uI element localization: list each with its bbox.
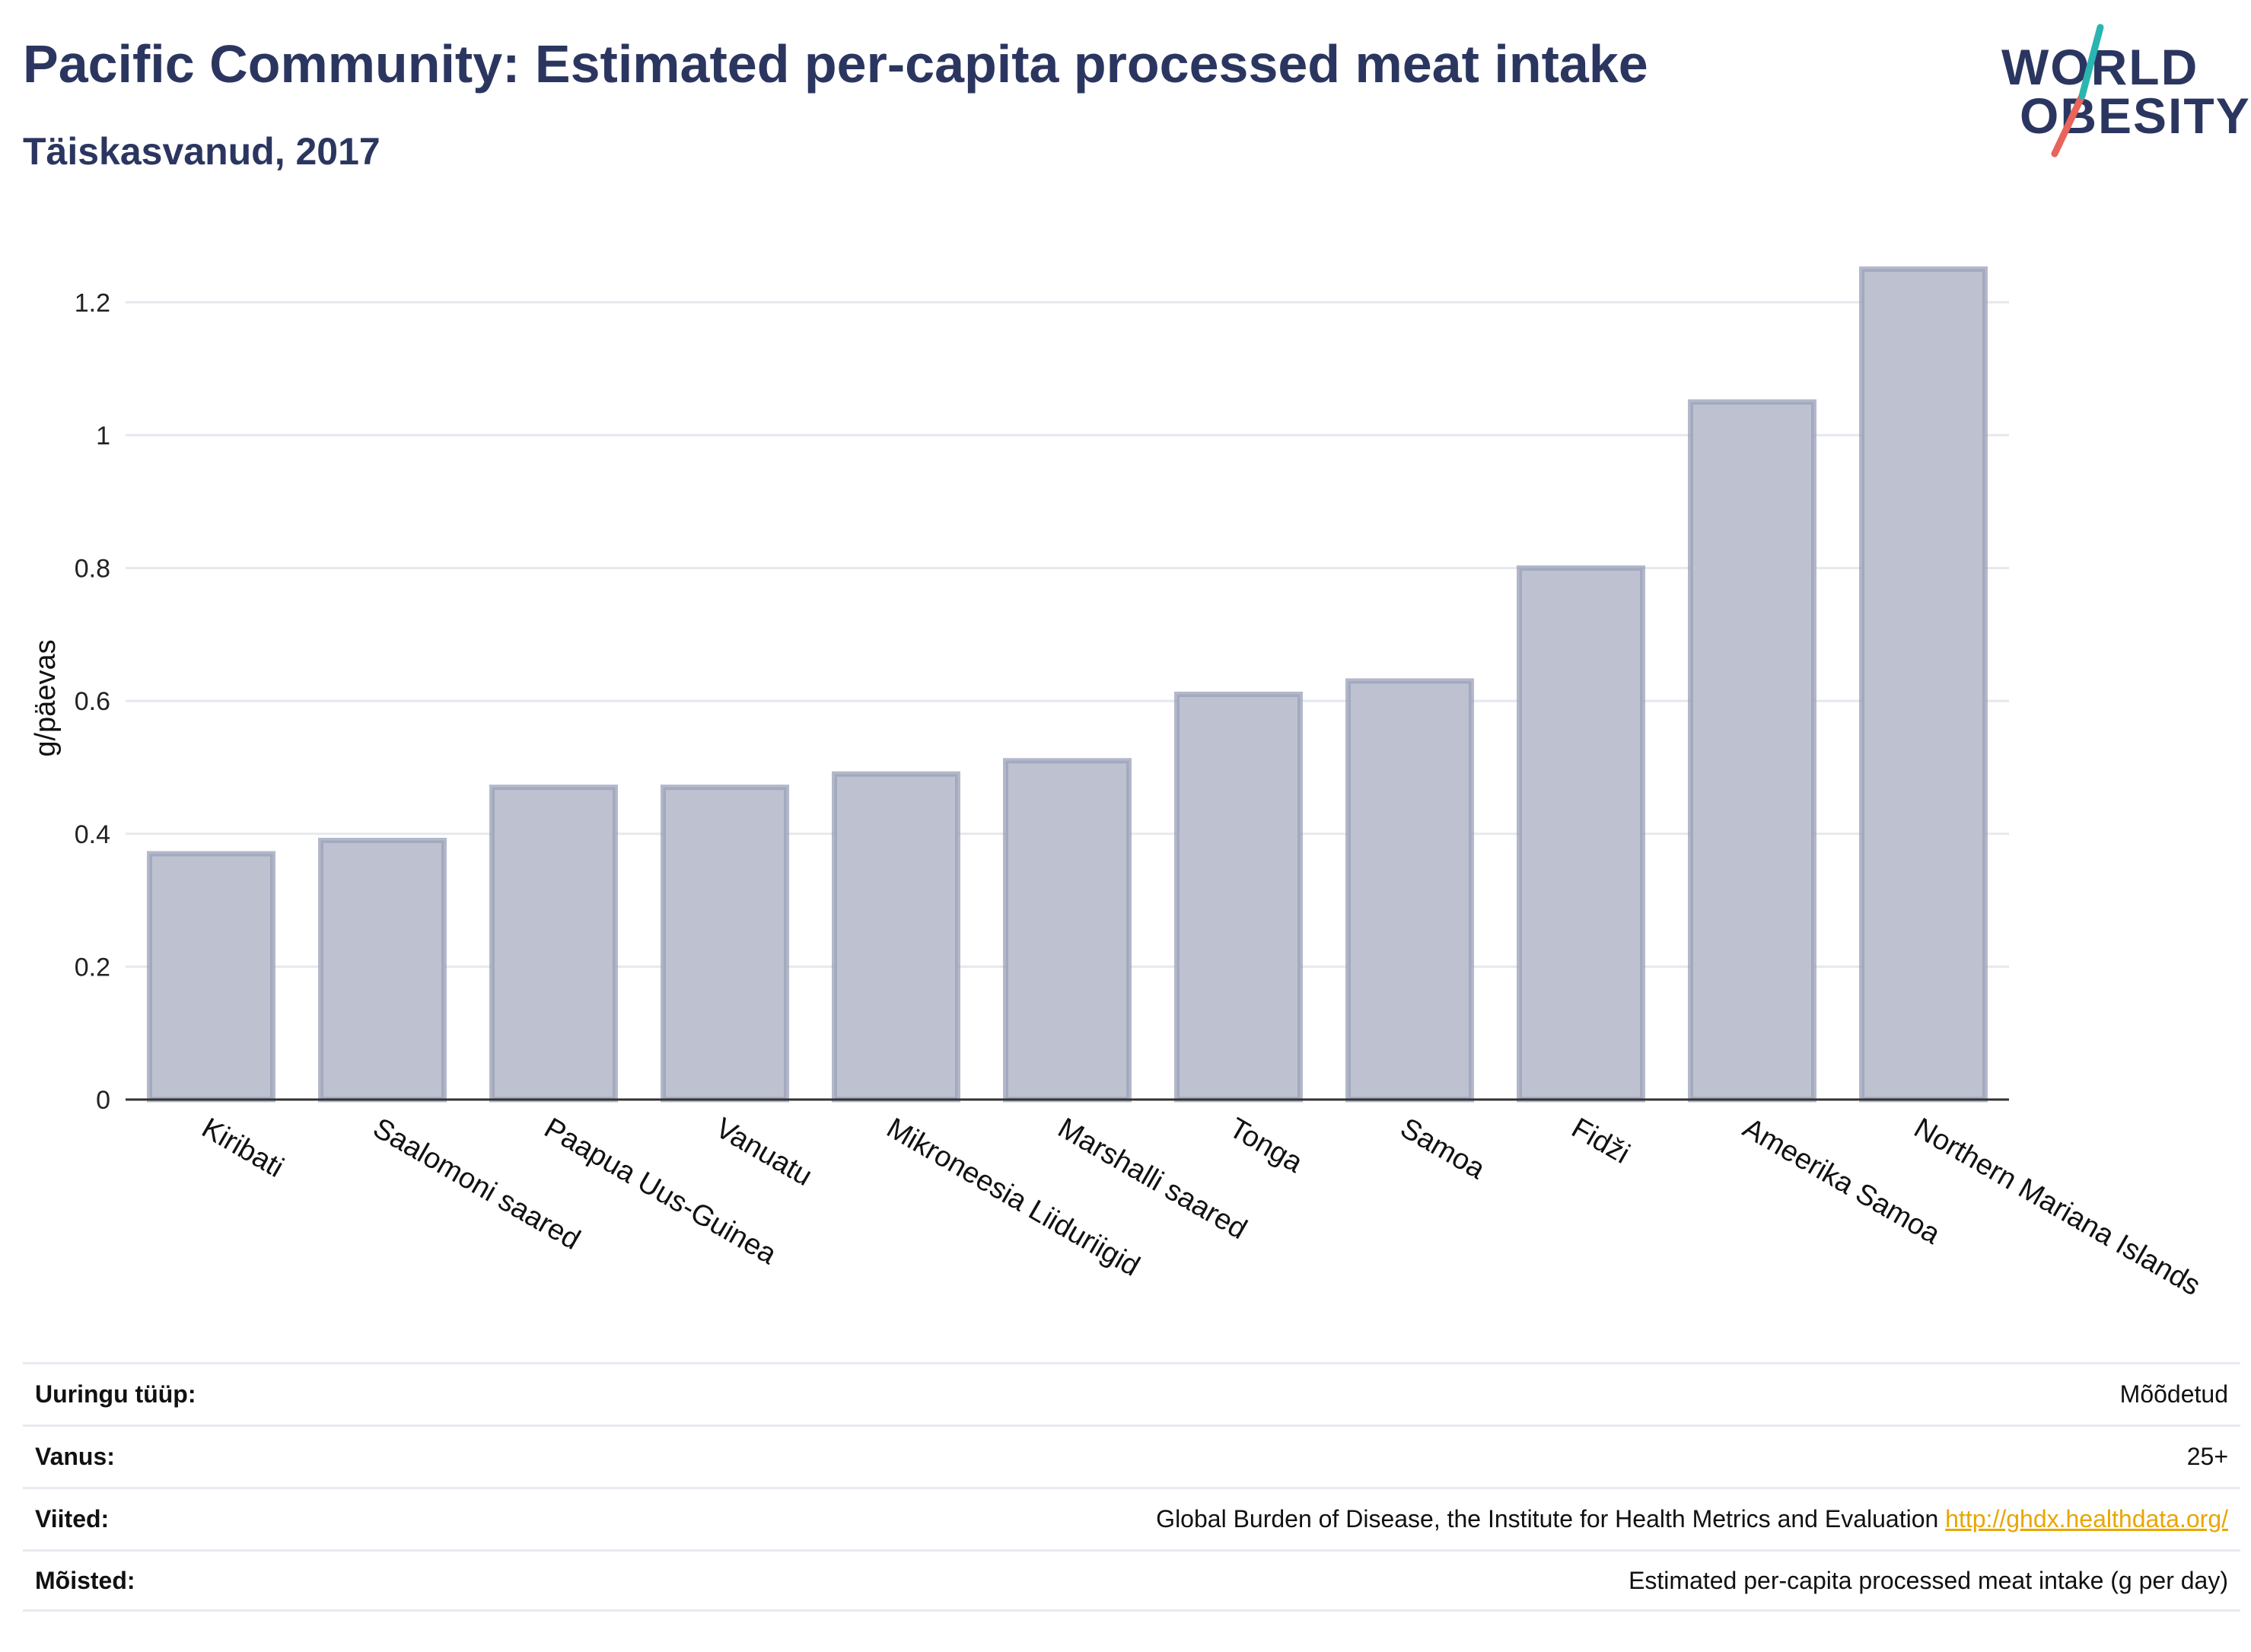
x-tick-label: Samoa <box>1395 1112 1491 1186</box>
y-tick-label: 0.6 <box>75 687 110 716</box>
logo-line-1: WORLD <box>2001 39 2199 95</box>
reference-link[interactable]: http://ghdx.healthdata.org/ <box>1945 1505 2228 1533</box>
bar <box>489 785 618 1103</box>
bar <box>1174 691 1303 1103</box>
y-tick-label: 1 <box>96 422 110 450</box>
y-tick-label: 0 <box>96 1086 110 1115</box>
bar <box>1003 758 1132 1103</box>
meta-key: Uuringu tüüp: <box>35 1380 196 1408</box>
logo-line-2: OBESITY <box>2020 88 2251 144</box>
bar <box>1859 266 1988 1103</box>
bar <box>832 771 960 1103</box>
meta-key: Viited: <box>35 1505 110 1533</box>
meta-row-survey-type: Uuringu tüüp: Mõõdetud <box>23 1362 2240 1424</box>
chart-title: Pacific Community: Estimated per-capita … <box>23 34 1648 94</box>
chart-subtitle: Täiskasvanud, 2017 <box>23 130 380 173</box>
bar <box>318 838 447 1103</box>
x-tick-label: Tonga <box>1224 1112 1308 1179</box>
meta-value: 25+ <box>2186 1443 2228 1470</box>
meta-value: Estimated per-capita processed meat inta… <box>1629 1566 2228 1594</box>
logo-slash-icon <box>2051 24 2104 158</box>
meta-value: Mõõdetud <box>2119 1380 2228 1408</box>
meta-row-age: Vanus: 25+ <box>23 1424 2240 1487</box>
x-tick-label: Northern Mariana Islands <box>1909 1112 2205 1302</box>
metadata-table: Uuringu tüüp: Mõõdetud Vanus: 25+ Viited… <box>23 1362 2240 1612</box>
x-tick-label: Kiribati <box>196 1112 289 1183</box>
bar <box>1345 678 1474 1103</box>
meta-row-references: Viited: Global Burden of Disease, the In… <box>23 1487 2240 1549</box>
meta-key: Vanus: <box>35 1443 115 1470</box>
meta-key: Mõisted: <box>35 1566 135 1594</box>
x-tick-label: Fidži <box>1566 1112 1635 1170</box>
reference-text: Global Burden of Disease, the Institute … <box>1156 1505 1946 1533</box>
x-tick-label: Vanuatu <box>710 1112 817 1192</box>
meta-value-references: Global Burden of Disease, the Institute … <box>1156 1505 2228 1533</box>
y-tick-label: 0.2 <box>75 953 110 982</box>
bar <box>1688 399 1816 1103</box>
y-tick-label: 0.8 <box>75 555 110 584</box>
world-obesity-logo[interactable]: WORLD OBESITY <box>1994 23 2249 167</box>
bar <box>661 785 789 1103</box>
bar <box>1517 565 1645 1103</box>
y-tick-label: 1.2 <box>75 288 110 317</box>
y-tick-label: 0.4 <box>75 820 110 849</box>
y-axis-title: g/päevas <box>30 639 62 756</box>
bar <box>147 851 275 1103</box>
meta-row-definitions: Mõisted: Estimated per-capita processed … <box>23 1549 2240 1612</box>
